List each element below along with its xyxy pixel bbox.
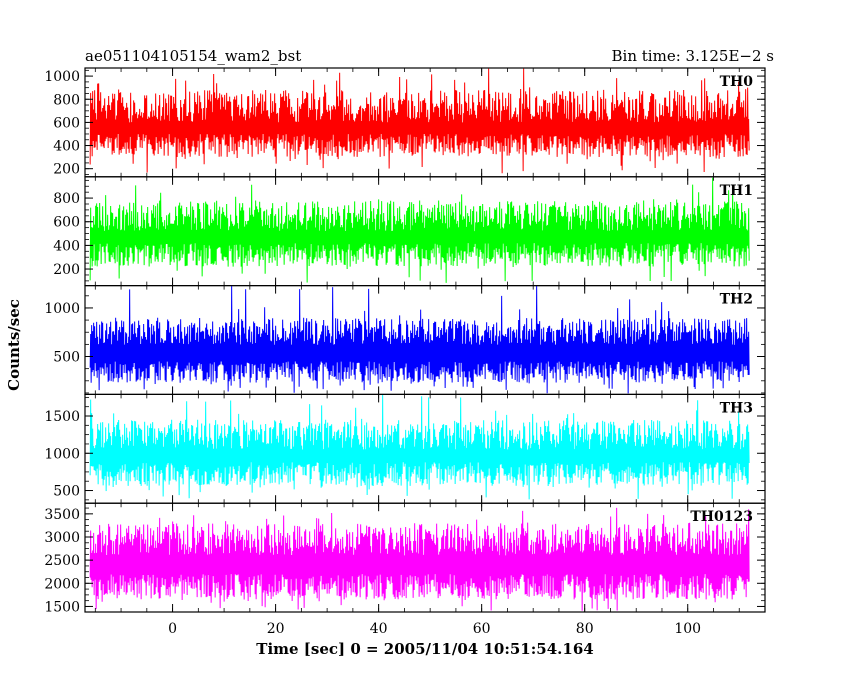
x-tick-label: 100 xyxy=(674,621,701,637)
panel-label-th0123: TH0123 xyxy=(690,509,753,525)
y-tick-label: 1500 xyxy=(44,599,80,615)
panel-label-th1: TH1 xyxy=(720,183,753,199)
y-tick-label: 400 xyxy=(53,238,80,254)
y-tick-label: 3000 xyxy=(44,530,80,546)
chart-title: ae051104105154_wam2_bst xyxy=(85,47,301,65)
y-tick-label: 200 xyxy=(53,262,80,278)
series-th1-trace xyxy=(89,177,750,283)
y-tick-label: 1000 xyxy=(44,69,80,85)
x-tick-label: 80 xyxy=(576,621,594,637)
y-tick-label: 400 xyxy=(53,139,80,155)
series-th3-trace xyxy=(89,394,750,500)
panel-label-th2: TH2 xyxy=(720,292,753,308)
bin-time-label: Bin time: 3.125E−2 s xyxy=(612,47,774,65)
y-axis-label: Counts/sec xyxy=(5,299,23,391)
y-tick-label: 3500 xyxy=(44,507,80,523)
y-tick-label: 1000 xyxy=(44,301,80,317)
y-tick-label: 500 xyxy=(53,484,80,500)
y-tick-label: 1000 xyxy=(44,446,80,462)
x-axis: 0 20 40 60 80 100 xyxy=(168,621,701,637)
y-tick-label: 500 xyxy=(53,350,80,366)
panel-th2: 500 1000 TH2 xyxy=(44,285,766,396)
y-tick-label: 600 xyxy=(53,115,80,131)
panel-label-th0: TH0 xyxy=(720,74,754,90)
panel-label-th3: TH3 xyxy=(720,400,753,416)
x-tick-label: 40 xyxy=(370,621,388,637)
x-tick-label: 0 xyxy=(168,621,177,637)
series-th2-trace xyxy=(89,285,750,394)
series-th0123-trace xyxy=(89,507,750,611)
y-tick-label: 2000 xyxy=(44,576,80,592)
y-tick-label: 800 xyxy=(53,92,80,108)
x-axis-label: Time [sec] 0 = 2005/11/04 10:51:54.164 xyxy=(256,640,593,658)
panel-th0123: 1500 2000 2500 3000 3500 TH0123 xyxy=(44,502,766,615)
y-tick-label: 2500 xyxy=(44,553,80,569)
x-tick-label: 20 xyxy=(267,621,285,637)
panel-th0: 200 400 600 800 1000 TH0 xyxy=(44,67,766,178)
panel-th1: 200 400 600 800 TH1 xyxy=(53,176,766,287)
panel-frame xyxy=(84,502,766,613)
y-tick-label: 800 xyxy=(53,191,80,207)
y-tick-label: 1500 xyxy=(44,409,80,425)
series-th0-trace xyxy=(89,68,750,174)
y-tick-label: 600 xyxy=(53,215,80,231)
x-tick-label: 60 xyxy=(473,621,491,637)
y-tick-label: 200 xyxy=(53,162,80,178)
panel-th3: 500 1000 1500 TH3 xyxy=(44,393,766,504)
panels-group: 200 400 600 800 1000 TH0 200 400 600 800 TH1 500 100… xyxy=(44,67,766,615)
